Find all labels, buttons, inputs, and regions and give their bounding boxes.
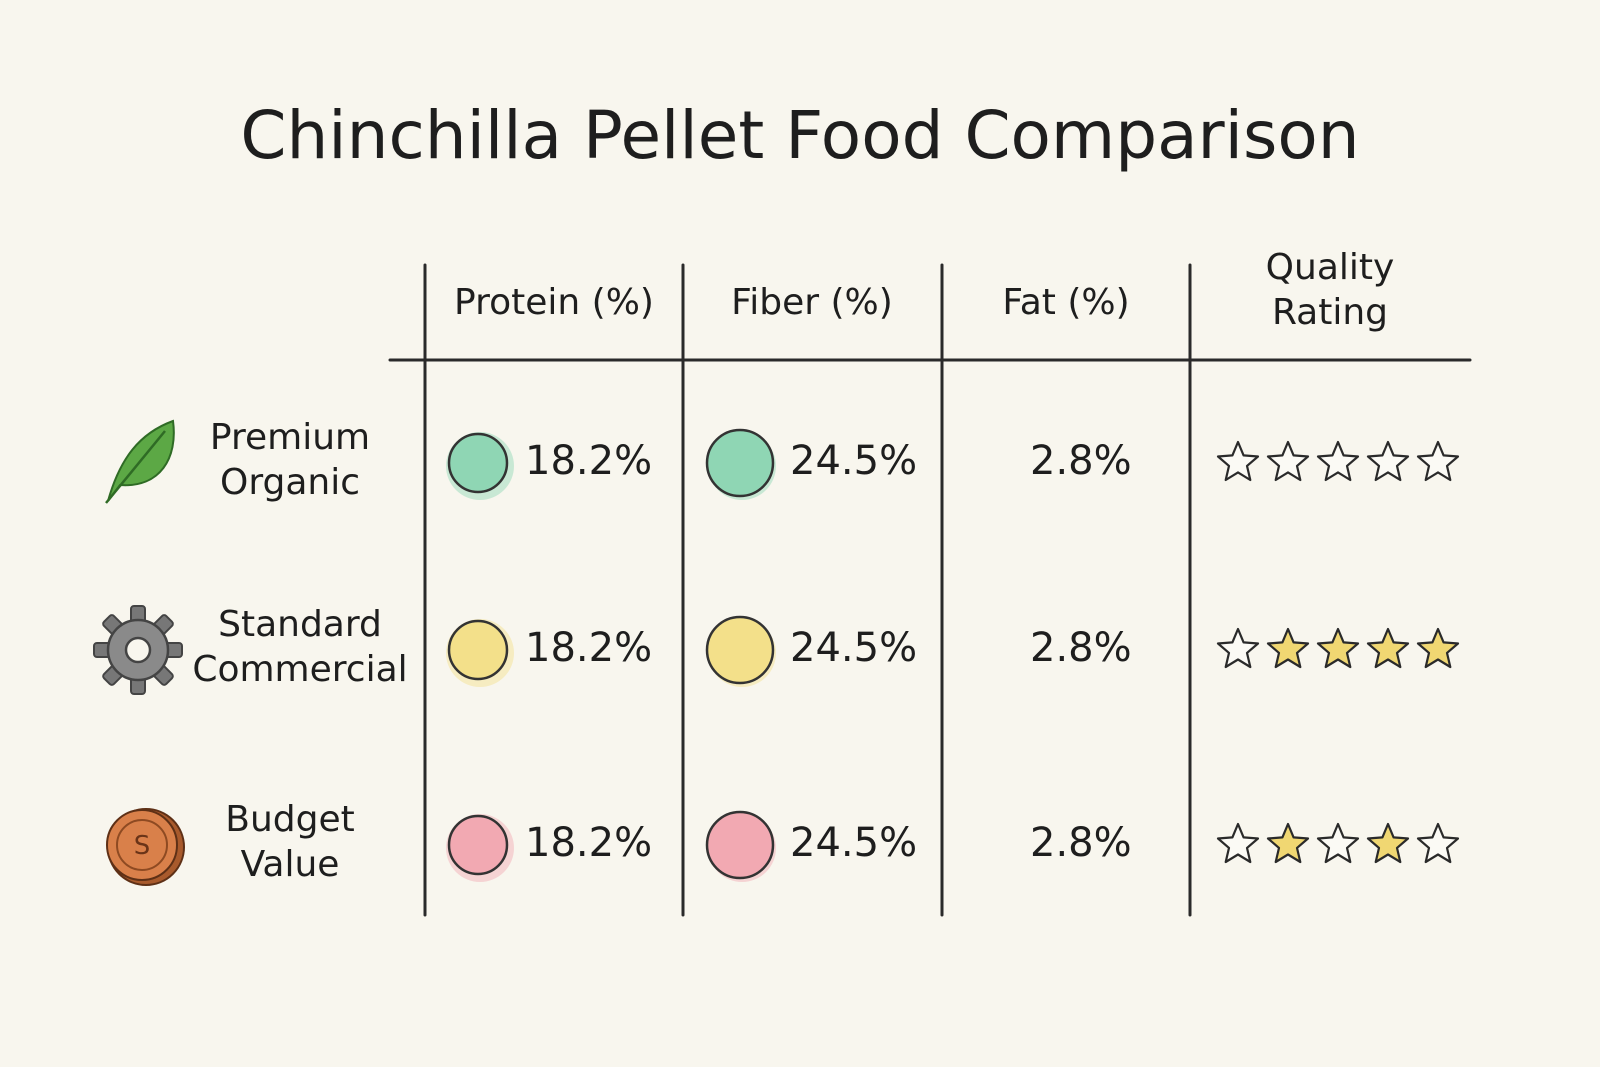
rating-star <box>1216 627 1260 669</box>
row-icon: S <box>106 808 185 886</box>
row-icon <box>105 419 175 504</box>
rating-star <box>1266 627 1310 669</box>
title: Chinchilla Pellet Food Comparison <box>240 97 1360 174</box>
gear-hole <box>124 636 152 664</box>
rating-star <box>1416 440 1460 482</box>
protein-value: 18.2% <box>525 438 653 484</box>
fat-value: 2.8% <box>1030 820 1132 866</box>
coin-ring <box>116 819 168 871</box>
rating-star <box>1416 822 1460 864</box>
row-name: Budget Value <box>225 799 355 885</box>
rating-star <box>1266 822 1310 864</box>
rating-star <box>1316 627 1360 669</box>
fiber-value: 24.5% <box>790 438 918 484</box>
fiber-value: 24.5% <box>790 625 918 671</box>
indicator-dot <box>447 432 509 494</box>
rating-star <box>1316 440 1360 482</box>
indicator-dot <box>447 814 509 876</box>
leaf-vein <box>105 430 166 504</box>
rating-star <box>1366 627 1410 669</box>
protein-value: 18.2% <box>525 625 653 671</box>
coin-symbol: S <box>134 831 151 861</box>
fat-value: 2.8% <box>1030 625 1132 671</box>
row-icon <box>93 605 183 695</box>
row-name: Standard Commercial <box>192 604 408 690</box>
column-header: Protein (%) <box>454 282 654 323</box>
grid <box>388 263 1472 917</box>
rating-star <box>1266 440 1310 482</box>
column-header: Quality Rating <box>1265 247 1395 333</box>
rating-star <box>1416 627 1460 669</box>
rating-star <box>1366 822 1410 864</box>
fiber-value: 24.5% <box>790 820 918 866</box>
rating-star <box>1216 822 1260 864</box>
indicator-dot <box>705 615 775 685</box>
indicator-dot <box>705 810 775 880</box>
fat-value: 2.8% <box>1030 438 1132 484</box>
column-header: Fat (%) <box>1002 282 1130 323</box>
row-name: Premium Organic <box>209 417 371 503</box>
protein-value: 18.2% <box>525 820 653 866</box>
rating-star <box>1316 822 1360 864</box>
indicator-dot <box>447 619 509 681</box>
rating-star <box>1366 440 1410 482</box>
rating-star <box>1216 440 1260 482</box>
column-header: Fiber (%) <box>731 282 893 323</box>
indicator-dot <box>705 428 775 498</box>
